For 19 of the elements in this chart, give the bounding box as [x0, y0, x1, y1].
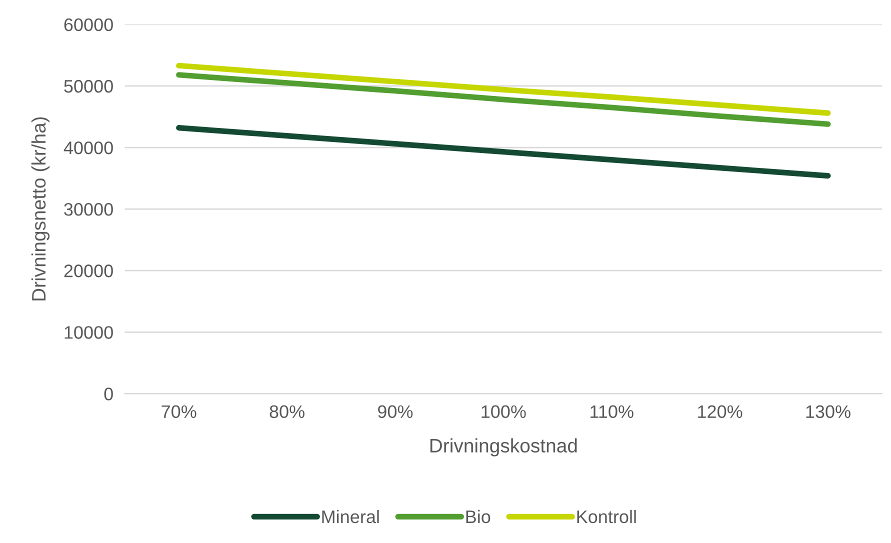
y-axis-title: Drivningsnetto (kr/ha)	[31, 117, 50, 300]
legend-label: Mineral	[322, 510, 379, 524]
y-tick-label: 50000	[64, 80, 113, 93]
x-tick-label: 100%	[482, 405, 526, 418]
x-axis-title: Drivningskostnad	[430, 438, 577, 456]
y-tick-label: 20000	[64, 264, 113, 278]
y-tick-label: 0	[104, 388, 113, 400]
x-tick-label: 70%	[162, 405, 196, 418]
x-tick-label: 110%	[590, 405, 634, 418]
y-tick-label: 10000	[64, 326, 113, 339]
x-tick-label: 80%	[270, 405, 304, 418]
x-tick-label: 90%	[378, 405, 413, 418]
legend-label: Bio	[466, 510, 490, 524]
x-tick-label: 120%	[698, 405, 742, 418]
legend-label: Kontroll	[577, 510, 636, 524]
y-tick-label: 30000	[64, 202, 113, 216]
y-tick-label: 40000	[64, 141, 113, 154]
x-tick-label: 130%	[806, 405, 850, 418]
y-tick-label: 60000	[64, 18, 113, 32]
